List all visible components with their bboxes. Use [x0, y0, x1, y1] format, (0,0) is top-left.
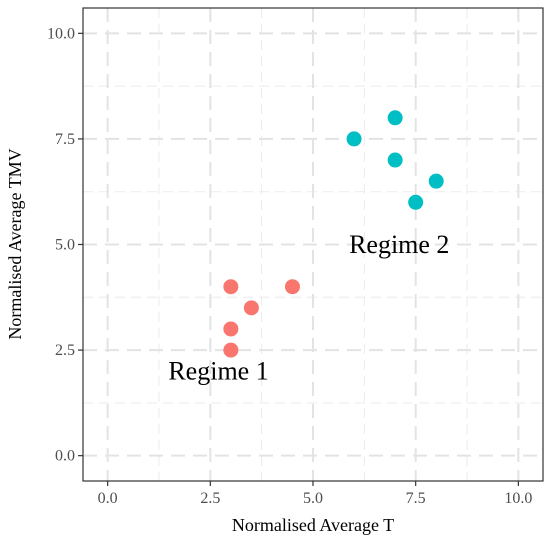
x-tick-label: 2.5	[200, 490, 220, 507]
data-point	[387, 152, 403, 168]
data-point	[223, 342, 239, 358]
y-axis-title: Normalised Average TMV	[5, 148, 25, 339]
data-point	[223, 279, 239, 295]
y-tick-label: 2.5	[55, 342, 75, 359]
data-point	[387, 110, 403, 126]
annotations: Regime 1 Regime 2	[168, 230, 449, 386]
regime-annotation: Regime 2	[349, 230, 449, 259]
data-point	[408, 194, 424, 210]
y-tick-label: 10.0	[47, 25, 75, 42]
data-point	[243, 300, 259, 316]
data-point	[223, 321, 239, 337]
data-point	[284, 279, 300, 295]
axes: 0.0 2.5 5.0 7.5 10.0 0.0 2.5 5.0 7.5 10.0	[47, 7, 544, 507]
x-tick-label: 10.0	[504, 490, 532, 507]
x-tick-label: 5.0	[303, 490, 323, 507]
y-tick-label: 5.0	[55, 237, 75, 254]
data-point	[428, 173, 444, 189]
data-point	[346, 131, 362, 147]
y-tick-label: 0.0	[55, 448, 75, 465]
x-axis-title: Normalised Average T	[232, 515, 394, 535]
x-tick-label: 7.5	[406, 490, 426, 507]
data-points	[223, 110, 444, 358]
x-tick-label: 0.0	[98, 490, 118, 507]
grid	[83, 8, 543, 481]
regime-annotation: Regime 1	[168, 357, 268, 386]
y-tick-label: 7.5	[55, 131, 75, 148]
